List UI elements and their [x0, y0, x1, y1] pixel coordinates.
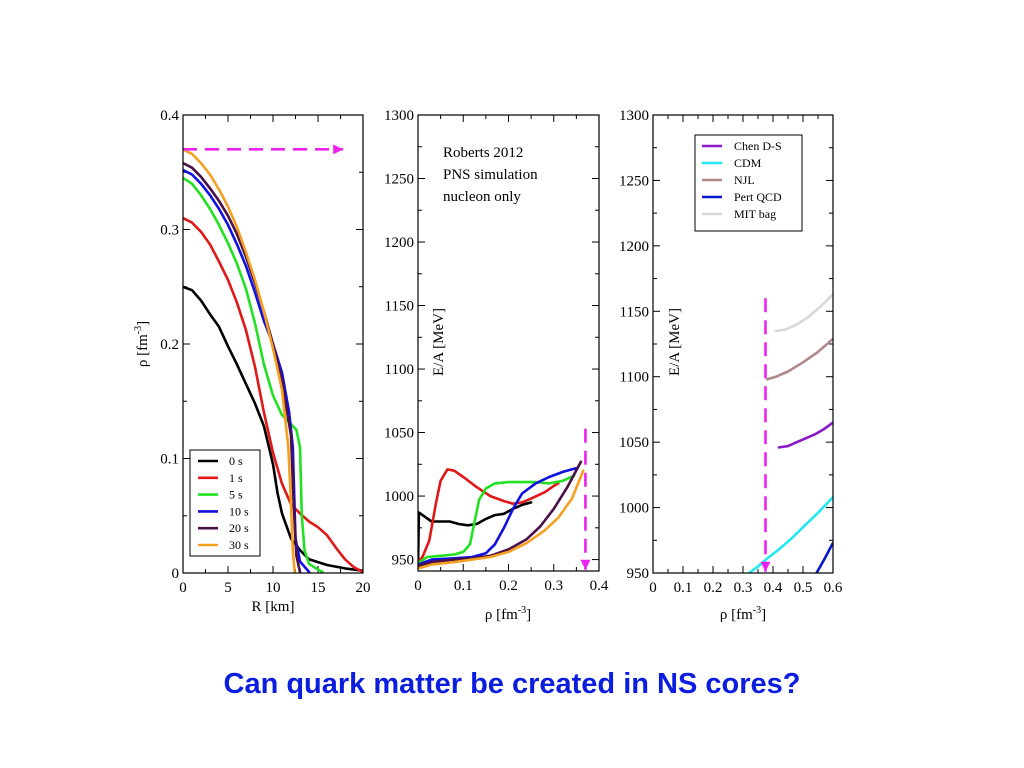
legend: 0 s 1 s 5 s 10 s 20 s 30 s: [189, 449, 261, 557]
y-tick-label: 1250: [384, 172, 414, 188]
y-tick-label: 1100: [385, 362, 414, 378]
y-tick-label: 1000: [384, 489, 414, 505]
legend-label: NJL: [734, 173, 755, 187]
y-tick-label: 1250: [619, 173, 649, 189]
slide-title: Can quark matter be created in NS cores?: [223, 668, 801, 700]
x-tick-label: 0.5: [794, 580, 813, 596]
y-tick-label: 1050: [384, 426, 414, 442]
legend-label: 30 s: [229, 538, 249, 552]
plot-frame: [417, 114, 600, 572]
series-line-njl: [765, 337, 833, 381]
series-line-30-s: [418, 469, 585, 570]
x-tick-label: 0.3: [544, 578, 563, 594]
x-tick-label: 0.2: [499, 578, 518, 594]
x-tick-label: 0: [414, 578, 422, 594]
x-tick-label: 20: [356, 580, 371, 596]
x-tick-label: 0.3: [734, 580, 753, 596]
series-line-5-s: [183, 176, 324, 573]
y-tick-label: 1300: [384, 108, 414, 124]
legend-box: [189, 449, 261, 557]
y-tick-label: 0.4: [160, 108, 179, 124]
legend-label: 10 s: [229, 504, 249, 518]
y-tick-label: 1300: [619, 108, 649, 124]
annotation-text: PNS simulation: [443, 167, 538, 183]
annotation-text: Roberts 2012: [443, 145, 523, 161]
legend-label: 20 s: [229, 521, 249, 535]
legend-label: CDM: [734, 156, 762, 170]
series-line-0-s: [418, 501, 533, 568]
x-tick-label: 0.6: [824, 580, 843, 596]
series-line-cdm: [747, 495, 833, 573]
plot-frame: [652, 114, 834, 574]
x-tick-label: 0.2: [704, 580, 723, 596]
y-tick-label: 1200: [384, 235, 414, 251]
x-tick-label: 15: [311, 580, 326, 596]
series-line-chen-d-s: [777, 421, 833, 449]
x-axis-label: ρ [fm-3]: [485, 605, 531, 623]
x-tick-label: 0: [649, 580, 657, 596]
y-tick-label: 950: [392, 553, 415, 569]
x-tick-label: 5: [224, 580, 232, 596]
arrow-head-icon: [333, 144, 344, 155]
x-tick-label: 0.4: [590, 578, 609, 594]
legend-label: Chen D-S: [734, 139, 782, 153]
x-tick-label: 0.4: [764, 580, 783, 596]
y-tick-label: 1100: [620, 370, 649, 386]
series-line-pert-qcd: [815, 541, 833, 573]
plot-frame: [182, 114, 364, 574]
y-tick-label: 1200: [619, 239, 649, 255]
panel-pns-energy: 0 0.1 0.2 0.3 0.4 950 1000 1050 1100 1150 1200 1250…: [384, 108, 609, 623]
y-tick-label: 0.3: [160, 223, 179, 239]
y-tick-label: 0.1: [160, 452, 179, 468]
series-line-30-s: [183, 148, 296, 573]
legend: Chen D-S CDM NJL Pert QCD MIT bag: [694, 134, 803, 232]
x-tick-label: 0.1: [454, 578, 473, 594]
panel-density-profile: 0 5 10 15 20 0 0.1 0.2 0.3 0.4 R [km] ρ [fm-3] 0 s 1 …: [133, 108, 371, 615]
y-tick-label: 1150: [620, 304, 649, 320]
x-axis-label: ρ [fm-3]: [720, 605, 766, 623]
x-tick-label: 10: [266, 580, 281, 596]
y-axis-label: E/A [MeV]: [431, 308, 447, 376]
x-tick-label: 0.1: [674, 580, 693, 596]
annotation-text: nucleon only: [443, 189, 521, 205]
series-line-1-s: [183, 216, 363, 573]
series-line-20-s: [418, 460, 583, 568]
x-tick-label: 0: [179, 580, 187, 596]
arrow-head-icon: [580, 559, 591, 570]
y-tick-label: 1150: [385, 299, 414, 315]
series-line-5-s: [418, 474, 576, 565]
y-axis-label: E/A [MeV]: [667, 308, 683, 376]
series-line-mit-bag: [774, 293, 833, 333]
arrow-head-icon: [760, 561, 771, 572]
y-tick-label: 0: [172, 566, 180, 582]
legend-label: 5 s: [229, 488, 243, 502]
legend-label: Pert QCD: [734, 190, 782, 204]
y-tick-label: 950: [627, 566, 650, 582]
series-line-1-s: [418, 468, 560, 564]
legend-label: MIT bag: [734, 207, 776, 221]
y-axis-label: ρ [fm-3]: [133, 321, 151, 367]
x-axis-label: R [km]: [252, 599, 295, 615]
series-line-0-s: [183, 285, 363, 572]
y-tick-label: 1000: [619, 501, 649, 517]
y-tick-label: 0.2: [160, 337, 179, 353]
y-tick-label: 1050: [619, 435, 649, 451]
panel-quark-models: 0 0.1 0.2 0.3 0.4 0.5 0.6 950 1000 1050 1100 1150 12…: [619, 108, 843, 623]
legend-label: 1 s: [229, 471, 243, 485]
legend-label: 0 s: [229, 454, 243, 468]
